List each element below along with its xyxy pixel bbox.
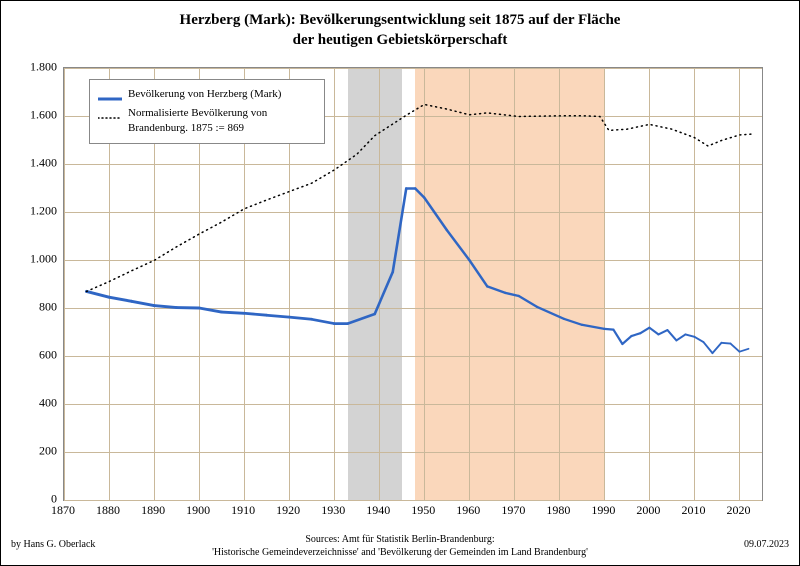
x-tick-label: 2000 — [636, 503, 660, 518]
legend-item: Normalisierte Bevölkerung von Brandenbur… — [98, 106, 316, 136]
x-tick-label: 1930 — [321, 503, 345, 518]
x-tick-label: 2020 — [726, 503, 750, 518]
series-segment — [649, 328, 658, 335]
title-line-1: Herzberg (Mark): Bevölkerungsentwicklung… — [180, 12, 621, 28]
y-tick-label: 1.800 — [11, 60, 57, 75]
y-tick-label: 1.600 — [11, 108, 57, 123]
series-segment — [676, 334, 685, 340]
y-tick-label: 800 — [11, 300, 57, 315]
series-segment — [375, 272, 393, 314]
gridline-horizontal — [64, 500, 762, 501]
title-line-2: der heutigen Gebietskörperschaft — [293, 32, 508, 48]
series-segment — [424, 198, 447, 230]
legend-swatch — [98, 93, 122, 105]
series-segment — [199, 308, 222, 312]
legend-box: Bevölkerung von Herzberg (Mark) Normalisi… — [89, 79, 325, 144]
footer-source-2: 'Historische Gemeindeverzeichnisse' and … — [1, 546, 799, 559]
y-tick-label: 400 — [11, 396, 57, 411]
series-segment — [613, 330, 622, 344]
series-segment — [132, 301, 155, 305]
series-segment — [739, 349, 748, 352]
x-tick-label: 1880 — [96, 503, 120, 518]
x-tick-label: 1900 — [186, 503, 210, 518]
footer-source-1: Sources: Amt für Statistik Berlin-Brande… — [1, 533, 799, 546]
x-tick-label: 1950 — [411, 503, 435, 518]
series-segment — [505, 293, 519, 296]
series-segment — [582, 325, 605, 329]
y-tick-label: 1.200 — [11, 204, 57, 219]
series-segment — [564, 319, 582, 325]
legend-label: Normalisierte Bevölkerung von Brandenbur… — [128, 106, 316, 136]
x-tick-label: 1970 — [501, 503, 525, 518]
series-segment — [415, 188, 424, 197]
footer: by Hans G. Oberlack Sources: Amt für Sta… — [1, 533, 799, 559]
series-segment — [289, 317, 312, 319]
series-segment — [519, 296, 537, 307]
series-segment — [721, 343, 730, 344]
footer-author: by Hans G. Oberlack — [11, 538, 95, 551]
series-segment — [685, 334, 694, 336]
series-segment — [154, 306, 177, 308]
x-tick-label: 1980 — [546, 503, 570, 518]
series-segment — [267, 315, 290, 317]
x-tick-label: 2010 — [681, 503, 705, 518]
y-tick-label: 600 — [11, 348, 57, 363]
x-tick-label: 1890 — [141, 503, 165, 518]
series-segment — [703, 342, 712, 353]
series-segment — [348, 314, 375, 324]
series-segment — [667, 330, 676, 340]
series-segment — [730, 344, 739, 352]
series-segment — [469, 260, 487, 286]
series-segment — [622, 336, 631, 344]
series-segment — [87, 291, 110, 297]
series-segment — [640, 328, 649, 334]
y-tick-label: 1.400 — [11, 156, 57, 171]
y-tick-label: 0 — [11, 492, 57, 507]
series-segment — [447, 230, 470, 260]
x-tick-label: 1990 — [591, 503, 615, 518]
series-segment — [694, 337, 703, 342]
x-tick-label: 1940 — [366, 503, 390, 518]
series-segment — [244, 313, 267, 315]
legend-swatch — [98, 112, 122, 124]
series-segment — [109, 297, 132, 301]
x-tick-label: 1910 — [231, 503, 255, 518]
y-tick-label: 1.000 — [11, 252, 57, 267]
footer-date: 09.07.2023 — [744, 538, 789, 551]
series-segment — [393, 188, 407, 272]
series-segment — [631, 333, 640, 336]
x-tick-label: 1960 — [456, 503, 480, 518]
series-segment — [312, 319, 335, 323]
legend-label: Bevölkerung von Herzberg (Mark) — [128, 87, 281, 102]
legend-item: Bevölkerung von Herzberg (Mark) — [98, 87, 316, 105]
series-segment — [222, 312, 245, 313]
series-segment — [658, 330, 667, 334]
x-tick-label: 1920 — [276, 503, 300, 518]
series-segment — [537, 307, 564, 319]
series-segment — [487, 286, 505, 292]
series-segment — [712, 343, 721, 353]
chart-title: Herzberg (Mark): Bevölkerungsentwicklung… — [1, 1, 799, 50]
series-segment — [604, 329, 613, 330]
chart-container: Herzberg (Mark): Bevölkerungsentwicklung… — [0, 0, 800, 566]
y-tick-label: 200 — [11, 444, 57, 459]
